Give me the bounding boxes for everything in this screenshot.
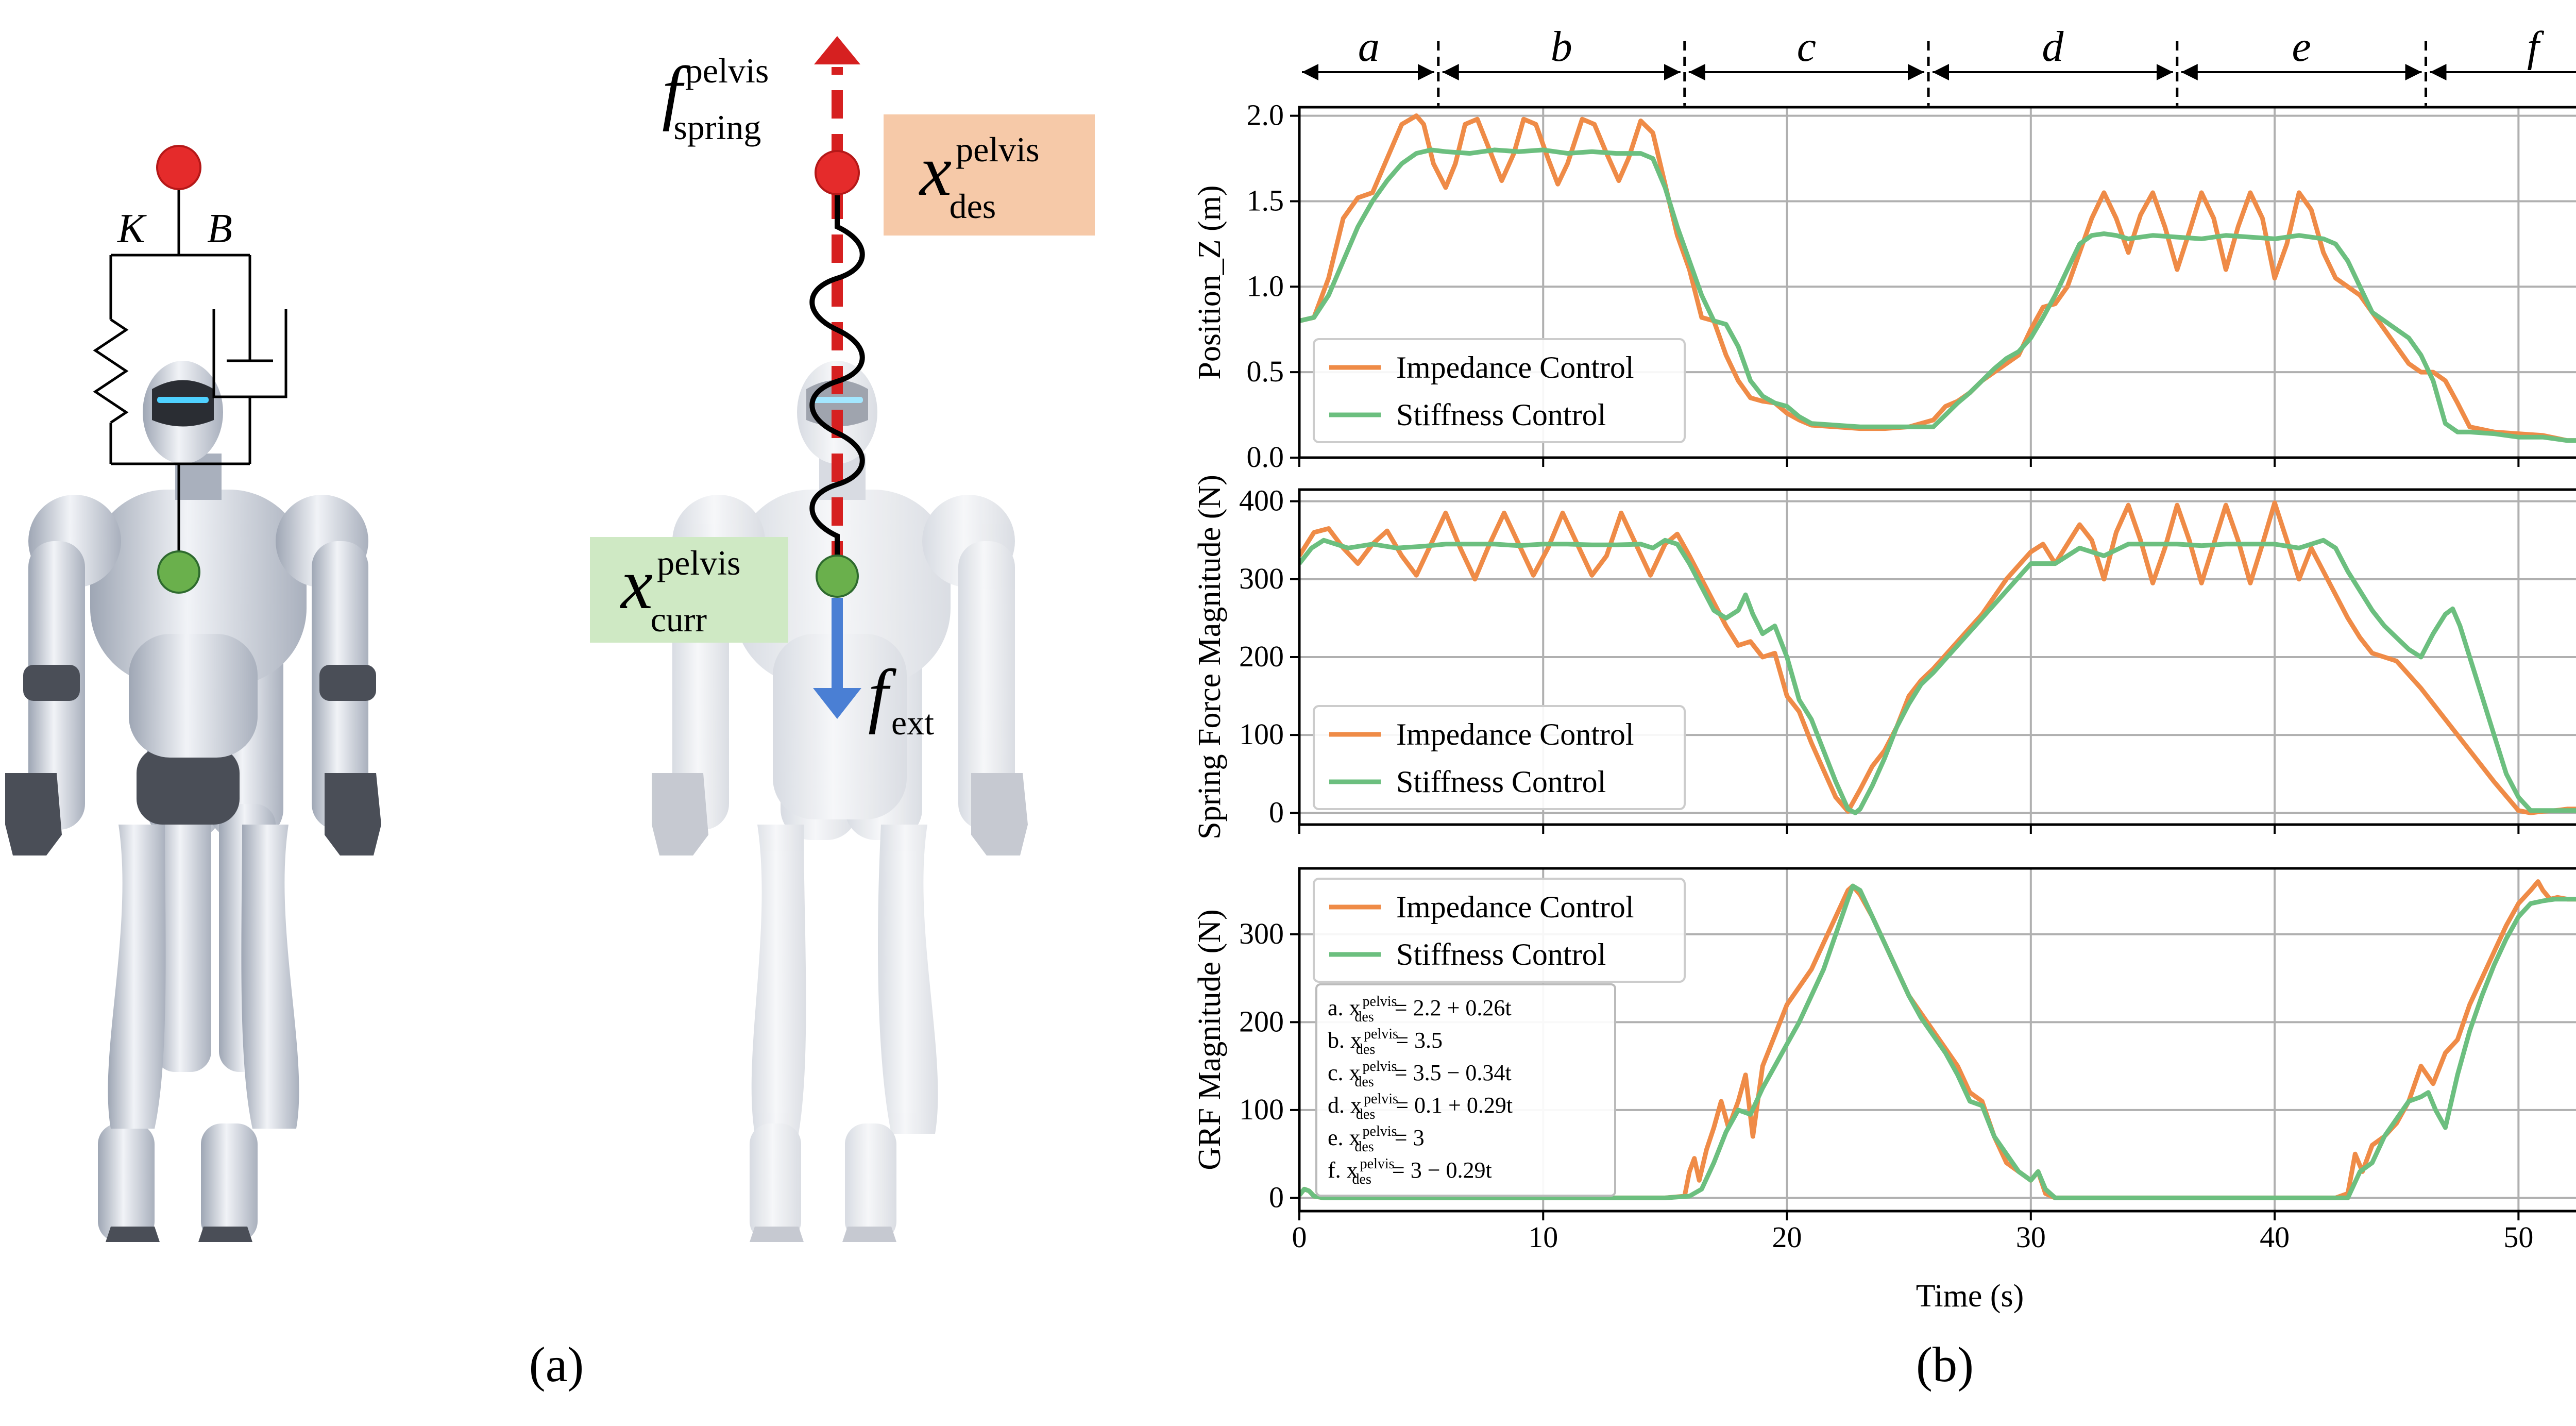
- spring-constant-label: K: [117, 206, 147, 251]
- y-tick-label: 1.5: [1247, 183, 1284, 217]
- stiffness-control-line: [1299, 538, 2576, 815]
- panel-a-illustration: K B: [5, 36, 1095, 1392]
- current-position-marker: [157, 550, 200, 594]
- formula-line: d. x pelvis des = 0.1 + 0.29t: [1328, 1091, 1513, 1122]
- formula-box: [1315, 983, 1616, 1197]
- x-tick-label: 30: [2016, 1220, 2046, 1254]
- f-spring-label: fpelvis spring: [662, 51, 769, 147]
- y-tick-label: 300: [1239, 917, 1284, 950]
- y-tick-label: 0.0: [1247, 440, 1284, 474]
- impedance-control-line: [1299, 500, 2576, 815]
- y-tick-label: 0.5: [1247, 355, 1284, 388]
- x-tick-label: 40: [2260, 1220, 2290, 1254]
- damping-constant-label: B: [207, 206, 232, 251]
- y-tick-label: 200: [1239, 1004, 1284, 1038]
- phase-label: a: [1358, 23, 1380, 71]
- y-tick-label: 0: [1269, 795, 1284, 829]
- phase-label: f: [2527, 23, 2545, 71]
- panel-a-label: (a): [529, 1337, 584, 1392]
- legend-box: [1313, 338, 1686, 443]
- impedance-control-line: [1299, 113, 2576, 443]
- legend-stiffness-label: Stiffness Control: [1396, 937, 1606, 971]
- subplot-spring-force: 0 100 200 300 400 Spring Force Magnitude (N) I…: [1192, 475, 2576, 840]
- stiffness-control-line: [1299, 883, 2576, 1200]
- humanoid-robot-left: [5, 361, 381, 1242]
- legend-impedance-label: Impedance Control: [1396, 890, 1634, 924]
- phase-label: d: [2042, 23, 2064, 71]
- legend-impedance-label: Impedance Control: [1396, 350, 1634, 384]
- y-axis-label: GRF Magnitude (N): [1192, 909, 1227, 1170]
- x-axis: 0 10 20 30 40 50 Time (s): [1292, 1220, 2534, 1314]
- y-axis-label: Position_Z (m): [1192, 185, 1227, 379]
- desired-position-marker: [156, 145, 201, 190]
- legend-box: [1313, 878, 1686, 983]
- impedance-control-line: [1299, 879, 2576, 1200]
- x-tick-label: 20: [1772, 1220, 1802, 1254]
- desired-position-marker-right: [815, 150, 860, 195]
- x-curr-label: x pelvis curr: [620, 543, 741, 639]
- y-tick-label: 300: [1239, 562, 1284, 595]
- phase-label: e: [2292, 23, 2311, 71]
- legend-stiffness-label: Stiffness Control: [1396, 765, 1606, 799]
- y-tick-label: 400: [1239, 484, 1284, 517]
- panel-b-chart: a b c d e f 0.0 0.5 1.0 1.5 2.0 Position_Z (m) Impe…: [1192, 23, 2576, 1392]
- x-tick-label: 0: [1292, 1220, 1307, 1254]
- x-curr-label-box: [590, 537, 788, 643]
- stiffness-control-line: [1299, 147, 2576, 443]
- y-tick-label: 100: [1239, 1093, 1284, 1126]
- y-axis-label: Spring Force Magnitude (N): [1192, 475, 1227, 840]
- x-des-label-box: [884, 114, 1095, 236]
- y-tick-label: 1.0: [1247, 269, 1284, 303]
- legend-box: [1313, 705, 1686, 810]
- external-force-arrow: [813, 598, 861, 719]
- legend-stiffness-label: Stiffness Control: [1396, 398, 1606, 432]
- x-tick-label: 50: [2503, 1220, 2533, 1254]
- y-tick-label: 0: [1269, 1180, 1284, 1214]
- subplot-grf: 0 100 200 300 GRF Magnitude (N) Impedance Con…: [1192, 867, 2576, 1220]
- legend-impedance-label: Impedance Control: [1396, 717, 1634, 751]
- formula-line: a. x pelvis des = 2.2 + 0.26t: [1328, 994, 1512, 1025]
- spring-force-arrow: [814, 36, 860, 162]
- x-axis-label: Time (s): [1916, 1279, 2024, 1314]
- y-tick-label: 200: [1239, 640, 1284, 673]
- formula-line: f. x pelvis des = 3 − 0.29t: [1328, 1156, 1492, 1187]
- subplot-position-z: 0.0 0.5 1.0 1.5 2.0 Position_Z (m) Impedance C…: [1192, 98, 2576, 474]
- humanoid-robot-right: [652, 361, 1028, 1242]
- phase-label: c: [1797, 23, 1816, 71]
- virtual-spring-coil: [809, 191, 865, 572]
- formula-line: c. x pelvis des = 3.5 − 0.34t: [1328, 1059, 1512, 1090]
- x-tick-label: 10: [1528, 1220, 1558, 1254]
- plot-frame: [1298, 106, 2576, 459]
- formula-line: b. x pelvis des = 3.5: [1328, 1026, 1443, 1058]
- phase-label: b: [1551, 23, 1572, 71]
- plot-frame: [1298, 488, 2576, 826]
- y-tick-label: 100: [1239, 717, 1284, 751]
- x-des-label: x pelvis des: [919, 130, 1040, 226]
- current-position-marker-right: [816, 555, 859, 598]
- formula-line: e. x pelvis des = 3: [1328, 1123, 1425, 1155]
- phase-bar: a b c d e f: [1302, 23, 2576, 106]
- plot-frame: [1298, 867, 2576, 1213]
- panel-b-label: (b): [1916, 1337, 1974, 1392]
- y-tick-label: 2.0: [1247, 98, 1284, 132]
